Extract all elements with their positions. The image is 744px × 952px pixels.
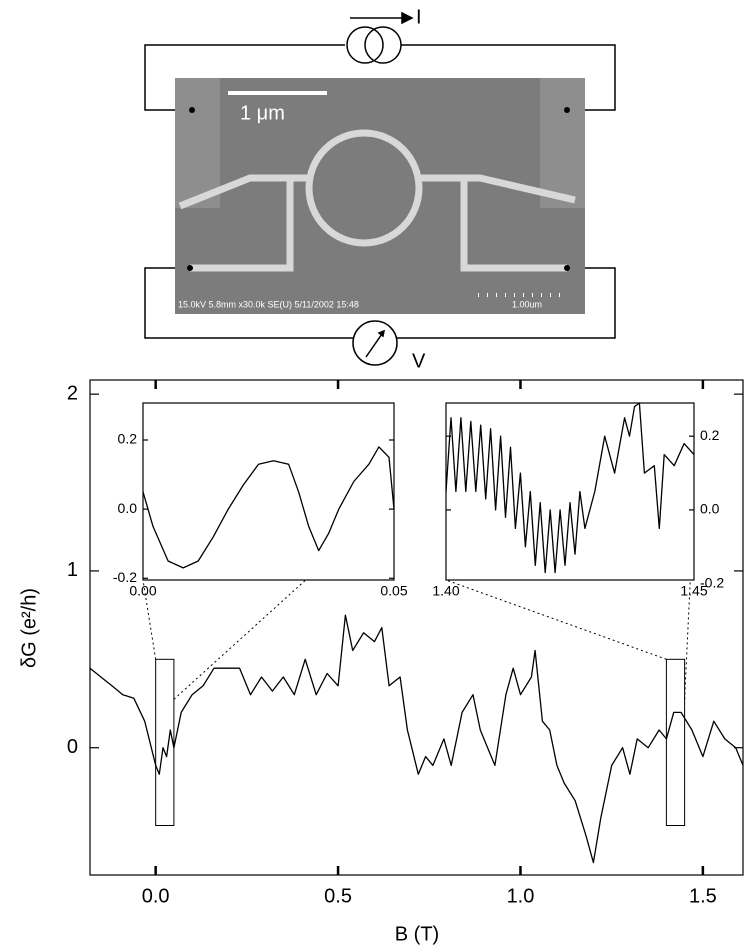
x-tick-label: 1.45: [680, 583, 707, 599]
voltmeter: [352, 320, 398, 366]
data-line: [445, 402, 695, 574]
x-tick-label: 0.05: [380, 583, 407, 599]
contact-dot: [564, 265, 570, 271]
sem-marker: 1.00um: [512, 299, 542, 309]
scale-bar-label: 1 μm: [240, 102, 285, 124]
sem-background: [175, 78, 585, 314]
zoom-window: [665, 658, 686, 826]
x-tick-label: 0.0: [142, 885, 170, 907]
contact-pad: [175, 78, 220, 208]
y-tick-label: 0.0: [700, 501, 720, 517]
y-tick-label: -0.2: [113, 569, 137, 585]
x-tick-label: 1.40: [432, 583, 459, 599]
y-tick-label: -0.2: [700, 574, 724, 590]
y-tick-label: 0.2: [118, 431, 138, 447]
y-tick-label: 0.2: [700, 427, 720, 443]
y-tick-label: 0: [67, 736, 78, 758]
current-label: I: [416, 6, 422, 28]
connector: [142, 579, 157, 660]
plot-frame: [142, 402, 395, 581]
connector: [445, 579, 667, 660]
wire: [144, 44, 345, 111]
ring: [305, 129, 423, 247]
wire: [144, 267, 353, 339]
y-tick-label: 1: [67, 559, 78, 581]
voltage-label: V: [412, 350, 426, 372]
current-source: [364, 26, 402, 64]
arrowhead: [401, 11, 414, 25]
arm: [190, 178, 294, 272]
y-tick-label: 0.0: [118, 500, 138, 516]
data-line: [142, 446, 395, 569]
x-tick-label: 1.5: [689, 885, 717, 907]
contact-pad: [540, 78, 585, 208]
x-tick-label: 0.00: [129, 583, 156, 599]
contact-dot: [187, 265, 193, 271]
wire: [401, 44, 616, 111]
arm: [419, 174, 576, 204]
arm: [460, 178, 567, 272]
arrowhead: [377, 329, 386, 338]
y-axis-label: δG (e²/h): [18, 588, 40, 668]
contact-dot: [564, 107, 570, 113]
zoom-window: [155, 658, 175, 826]
contact-dot: [189, 107, 195, 113]
sem-image: 1 μm 15.0kV 5.8mm x30.0k SE(U) 5/11/2002…: [175, 78, 585, 314]
data-line: [89, 614, 744, 864]
current-source: [346, 26, 384, 64]
plot-frame: [89, 379, 744, 876]
wire: [397, 267, 616, 339]
circuit: [144, 11, 616, 366]
y-tick-label: 2: [67, 382, 78, 404]
x-tick-label: 1.0: [507, 885, 535, 907]
x-axis-label: B (T): [395, 923, 439, 945]
plot-frame: [445, 402, 695, 581]
x-tick-label: 0.5: [324, 885, 352, 907]
sem-info: 15.0kV 5.8mm x30.0k SE(U) 5/11/2002 15:4…: [178, 299, 359, 309]
